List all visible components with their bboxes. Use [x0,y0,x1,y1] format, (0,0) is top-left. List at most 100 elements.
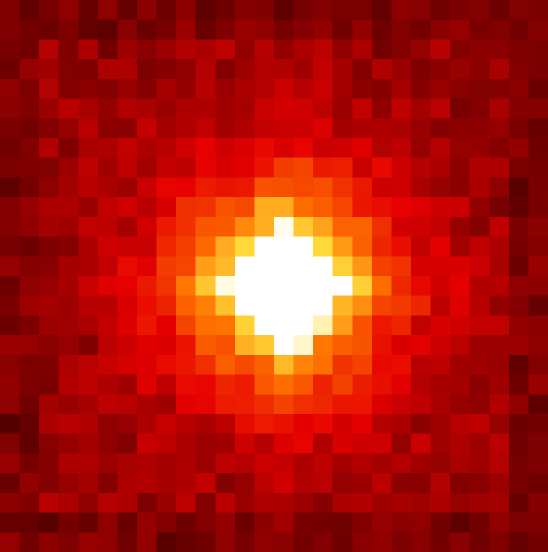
heatmap-pixel [215,276,236,297]
heatmap-pixel [137,256,157,277]
heatmap-pixel [489,295,510,316]
heatmap-pixel [97,157,118,178]
heatmap-pixel [450,19,471,40]
heatmap-pixel [78,414,99,435]
heatmap-pixel [293,98,314,119]
heatmap-pixel [78,177,99,198]
heatmap-pixel [508,276,529,297]
heatmap-pixel [117,157,138,178]
heatmap-pixel [19,157,40,178]
heatmap-pixel [450,473,471,494]
heatmap-pixel [274,157,294,178]
heatmap-pixel [430,354,451,375]
heatmap-pixel [78,59,99,80]
heatmap-pixel [528,453,548,474]
heatmap-pixel [293,532,314,552]
heatmap-pixel [234,394,255,415]
heatmap-pixel [97,59,118,80]
heatmap-pixel [156,197,177,218]
heatmap-pixel [450,295,471,316]
heatmap-pixel [430,394,451,415]
heatmap-pixel [430,59,451,80]
heatmap-pixel [371,453,392,474]
heatmap-pixel [19,59,40,80]
heatmap-pixel [274,532,294,552]
heatmap-pixel [293,59,314,80]
heatmap-pixel [58,315,79,336]
heatmap-pixel [313,216,334,237]
heatmap-pixel [0,138,20,159]
heatmap-pixel [156,177,177,198]
heatmap-pixel [58,197,79,218]
heatmap-pixel [391,315,412,336]
heatmap-pixel [78,157,99,178]
heatmap-pixel [19,473,40,494]
heatmap-pixel [430,118,451,139]
heatmap-pixel [39,492,60,513]
heatmap-pixel [39,256,60,277]
heatmap-pixel [78,473,99,494]
heatmap-pixel [371,157,392,178]
heatmap-pixel [254,98,275,119]
heatmap-pixel [352,78,373,99]
heatmap-pixel [19,118,40,139]
heatmap-pixel [137,394,157,415]
heatmap-pixel [78,394,99,415]
heatmap-pixel [234,374,255,395]
heatmap-pixel [137,236,157,257]
heatmap-pixel [489,453,510,474]
heatmap-pixel [469,78,490,99]
heatmap-pixel [234,473,255,494]
heatmap-pixel [176,414,197,435]
heatmap-pixel [371,138,392,159]
heatmap-pixel [313,473,334,494]
heatmap-pixel [39,39,60,60]
heatmap-pixel [117,414,138,435]
heatmap-pixel [528,354,548,375]
heatmap-pixel [411,512,431,533]
heatmap-pixel [156,453,177,474]
heatmap-pixel [254,354,275,375]
heatmap-pixel [78,276,99,297]
heatmap-pixel [332,453,353,474]
heatmap-pixel [254,315,275,336]
heatmap-pixel [234,59,255,80]
heatmap-pixel [391,118,412,139]
heatmap-pixel [39,512,60,533]
heatmap-pixel [137,492,157,513]
heatmap-pixel [489,216,510,237]
heatmap-pixel [97,512,118,533]
heatmap-pixel [0,59,20,80]
heatmap-pixel [371,98,392,119]
heatmap-pixel [58,354,79,375]
heatmap-pixel [137,177,157,198]
heatmap-pixel [117,0,138,21]
heatmap-pixel [234,414,255,435]
heatmap-pixel [19,414,40,435]
heatmap-pixel [332,177,353,198]
heatmap-pixel [19,394,40,415]
heatmap-pixel [411,335,431,356]
heatmap-pixel [293,78,314,99]
heatmap-pixel [156,118,177,139]
heatmap-pixel [430,414,451,435]
heatmap-pixel [508,374,529,395]
heatmap-pixel [58,0,79,21]
heatmap-pixel [450,118,471,139]
heatmap-pixel [411,414,431,435]
heatmap-pixel [371,295,392,316]
heatmap-pixel [391,256,412,277]
heatmap-pixel [117,236,138,257]
heatmap-pixel [176,433,197,454]
heatmap-pixel [97,0,118,21]
heatmap-pixel [313,295,334,316]
heatmap-pixel [137,197,157,218]
heatmap-pixel [156,354,177,375]
heatmap-pixel [234,492,255,513]
heatmap-pixel [117,295,138,316]
heatmap-pixel [313,433,334,454]
heatmap-pixel [137,354,157,375]
heatmap-pixel [97,473,118,494]
heatmap-pixel [39,236,60,257]
heatmap-pixel [371,39,392,60]
